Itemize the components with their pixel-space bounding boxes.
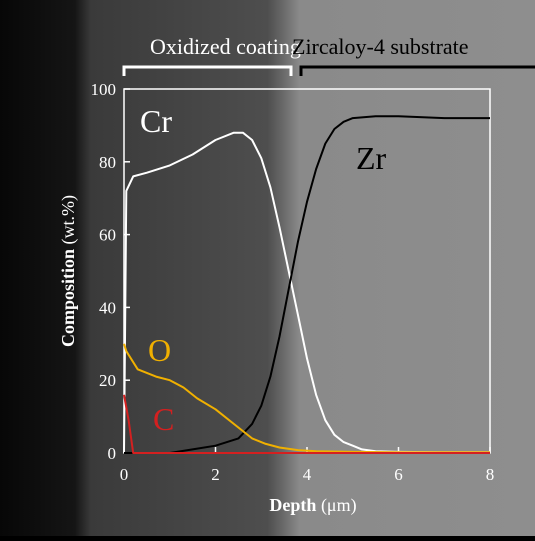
y-tick-label: 100 xyxy=(91,80,117,99)
series-line-o xyxy=(123,343,490,454)
series-lines xyxy=(123,115,490,454)
x-tick-label: 4 xyxy=(303,465,312,484)
y-axis-title: Composition (wt.%) xyxy=(58,195,79,347)
series-line-cr xyxy=(123,131,490,454)
x-tick-label: 8 xyxy=(486,465,495,484)
y-tick-label: 0 xyxy=(108,444,117,463)
series-line-zr xyxy=(124,115,490,454)
x-axis-title: Depth (μm) xyxy=(269,495,356,516)
coating-bracket xyxy=(122,65,293,76)
y-tick-label: 60 xyxy=(99,226,116,245)
region-label-substrate: Zircaloy-4 substrate xyxy=(292,34,469,59)
series-label-o: O xyxy=(148,332,171,368)
x-tick-label: 2 xyxy=(211,465,220,484)
x-tick-label: 0 xyxy=(120,465,129,484)
y-tick-label: 40 xyxy=(99,298,116,317)
x-tick-label: 6 xyxy=(394,465,403,484)
substrate-bracket xyxy=(299,65,535,76)
series-label-zr: Zr xyxy=(356,140,387,176)
region-label-coating: Oxidized coating xyxy=(150,34,301,59)
series-line-c xyxy=(123,394,490,454)
series-label-cr: Cr xyxy=(140,103,172,139)
y-tick-label: 20 xyxy=(99,371,116,390)
series-label-c: C xyxy=(153,401,174,437)
y-axis: 0 20 40 60 80 100 xyxy=(91,80,130,463)
y-tick-label: 80 xyxy=(99,153,116,172)
